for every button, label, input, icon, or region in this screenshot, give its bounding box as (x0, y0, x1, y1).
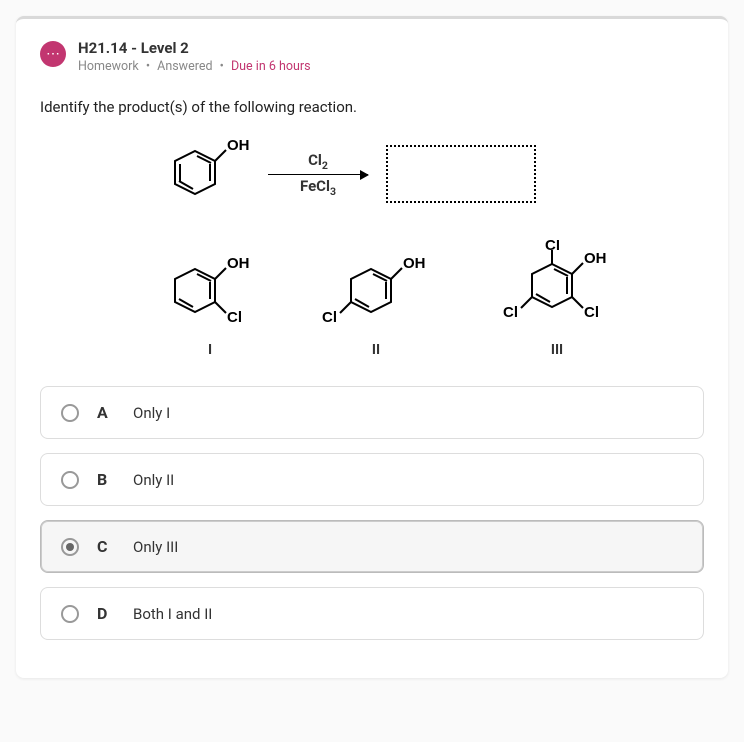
question-header: ⋯ H21.14 - Level 2 Homework • Answered •… (40, 39, 704, 74)
option-text: Both I and II (133, 605, 212, 623)
svg-text:OH: OH (403, 255, 426, 272)
radio-b[interactable] (61, 471, 79, 489)
product-label-1: I (208, 342, 212, 358)
question-card: ⋯ H21.14 - Level 2 Homework • Answered •… (16, 16, 728, 678)
meta-due: Due in 6 hours (231, 59, 311, 74)
meta-status: Answered (157, 59, 212, 74)
meta-sep: • (220, 59, 224, 74)
product-2: OH Cl II (316, 254, 436, 358)
reaction-arrow: Cl2 FeCl3 (268, 151, 368, 198)
option-letter: C (97, 537, 115, 556)
products-row: OH Cl I OH Cl (160, 240, 704, 358)
product-placeholder-box (386, 145, 536, 203)
product-1: OH Cl I (160, 254, 260, 358)
radio-c[interactable] (61, 538, 79, 556)
radio-a[interactable] (61, 404, 79, 422)
product-label-3: III (551, 342, 563, 358)
reaction-diagram: OH Cl2 FeCl3 (160, 136, 704, 358)
arrow-line (268, 174, 368, 175)
meta-sep: • (146, 59, 150, 74)
reagent-bottom: FeCl3 (300, 177, 336, 198)
option-b[interactable]: B Only II (40, 453, 704, 506)
svg-text:OH: OH (227, 255, 250, 272)
option-a[interactable]: A Only I (40, 386, 704, 439)
question-title: H21.14 - Level 2 (78, 39, 311, 57)
svg-text:Cl: Cl (227, 309, 242, 326)
option-c[interactable]: C Only III (40, 520, 704, 573)
svg-text:Cl: Cl (584, 304, 599, 321)
svg-text:OH: OH (584, 250, 607, 267)
option-letter: D (97, 604, 115, 623)
svg-text:Cl: Cl (322, 309, 337, 326)
question-meta: Homework • Answered • Due in 6 hours (78, 59, 311, 74)
radio-d[interactable] (61, 605, 79, 623)
product-label-2: II (372, 342, 380, 358)
reaction-row: OH Cl2 FeCl3 (160, 136, 704, 212)
option-text: Only I (133, 404, 170, 422)
chat-icon: ⋯ (40, 41, 66, 67)
question-prompt: Identify the product(s) of the following… (40, 98, 704, 116)
option-text: Only III (133, 538, 178, 556)
option-letter: A (97, 403, 115, 422)
meta-type: Homework (78, 59, 139, 74)
option-text: Only II (133, 471, 174, 489)
product-3: OH Cl Cl Cl III (492, 240, 622, 358)
reagent-top: Cl2 (308, 151, 328, 172)
option-letter: B (97, 470, 115, 489)
svg-text:OH: OH (227, 137, 250, 154)
svg-text:Cl: Cl (545, 240, 560, 254)
svg-text:Cl: Cl (503, 304, 518, 321)
reactant-phenol: OH (160, 136, 250, 212)
option-d[interactable]: D Both I and II (40, 587, 704, 640)
